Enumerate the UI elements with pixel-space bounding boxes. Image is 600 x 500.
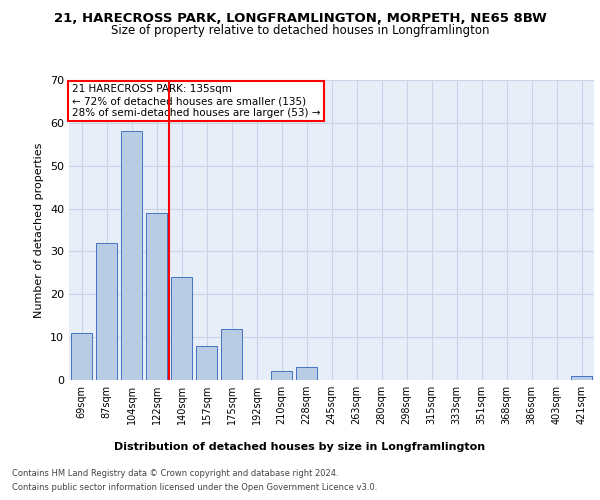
Bar — [96, 243, 117, 380]
Text: Size of property relative to detached houses in Longframlington: Size of property relative to detached ho… — [111, 24, 489, 37]
Bar — [71, 333, 92, 380]
Bar — [571, 376, 592, 380]
Bar — [296, 367, 317, 380]
Bar — [221, 328, 242, 380]
Text: 21, HARECROSS PARK, LONGFRAMLINGTON, MORPETH, NE65 8BW: 21, HARECROSS PARK, LONGFRAMLINGTON, MOR… — [53, 12, 547, 26]
Text: 21 HARECROSS PARK: 135sqm
← 72% of detached houses are smaller (135)
28% of semi: 21 HARECROSS PARK: 135sqm ← 72% of detac… — [71, 84, 320, 117]
Bar — [146, 213, 167, 380]
Bar — [271, 372, 292, 380]
Bar — [171, 277, 192, 380]
Text: Contains public sector information licensed under the Open Government Licence v3: Contains public sector information licen… — [12, 484, 377, 492]
Text: Contains HM Land Registry data © Crown copyright and database right 2024.: Contains HM Land Registry data © Crown c… — [12, 468, 338, 477]
Y-axis label: Number of detached properties: Number of detached properties — [34, 142, 44, 318]
Bar — [121, 132, 142, 380]
Text: Distribution of detached houses by size in Longframlington: Distribution of detached houses by size … — [115, 442, 485, 452]
Bar — [196, 346, 217, 380]
